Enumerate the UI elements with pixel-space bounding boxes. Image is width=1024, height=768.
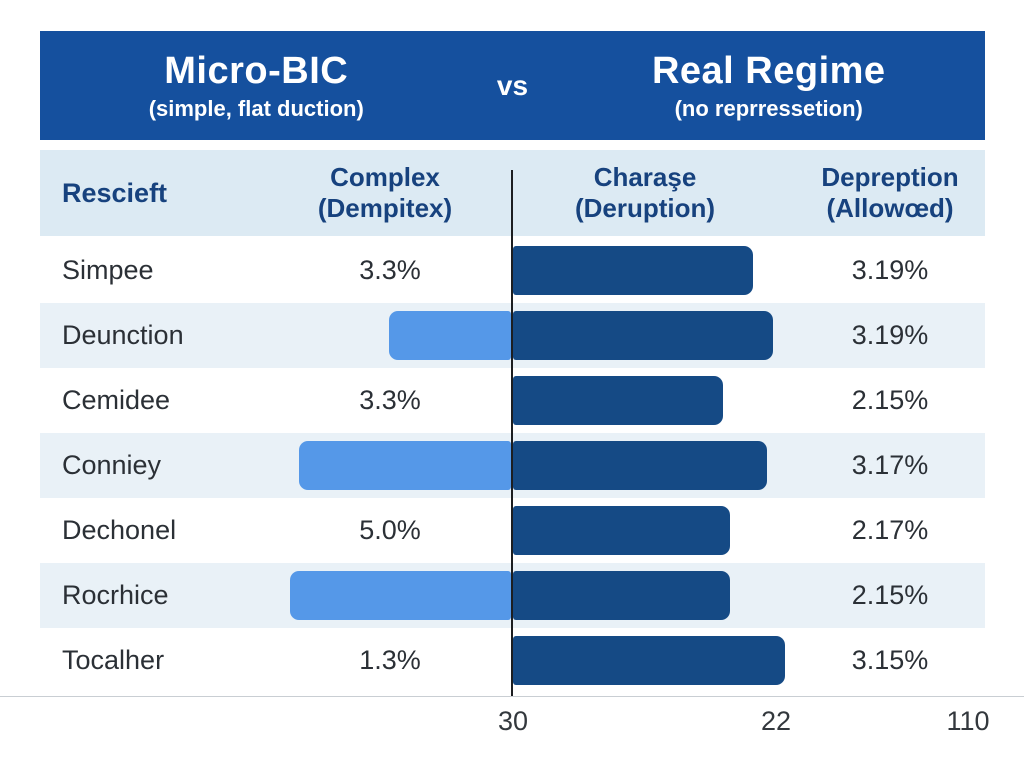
mid-percentage: 3.3% [359,255,421,285]
left-bar [299,441,511,490]
right-bar [513,441,767,490]
vertical-axis-line [511,170,513,696]
right-bar [513,571,730,620]
column-charge: Charaşe (Deruption) [535,162,755,224]
left-bar [389,311,511,360]
table-row: Cemidee 3.3% 2.15% [40,368,985,433]
column-complex-line1: Complex [330,162,440,192]
right-bar [513,506,730,555]
right-bar [513,246,753,295]
left-title: Micro-BIC [164,49,349,92]
axis-tick-110: 110 [946,706,990,736]
header-band: Micro-BIC (simple, flat duction) vs Real… [40,31,985,140]
mid-percentage: 1.3% [359,645,421,675]
column-complex-line2: (Dempitex) [317,193,453,223]
row-label: Dechonel [62,515,177,545]
axis-tick-30: 30 [497,706,529,736]
right-percentage: 2.17% [851,515,929,545]
column-depreciation-line1: Depreption [821,162,959,192]
right-bar [513,311,773,360]
axis-tick-22: 22 [760,706,792,736]
right-percentage: 3.17% [851,450,929,480]
column-charge-line1: Charaşe [593,162,697,192]
right-subtitle: (no reprressetion) [674,96,863,122]
right-percentage: 2.15% [851,385,929,415]
header-right: Real Regime (no reprressetion) [553,50,986,122]
row-label: Cemidee [62,385,171,415]
column-depreciation: Depreption (Allowœd) [780,162,1000,224]
right-bar [513,636,785,685]
row-label: Tocalher [62,645,165,675]
vs-label: vs [496,69,529,101]
table-row: Simpee 3.3% 3.19% [40,238,985,303]
column-charge-line2: (Deruption) [574,193,716,223]
right-percentage: 3.15% [851,645,929,675]
right-percentage: 2.15% [851,580,929,610]
column-complex: Complex (Dempitex) [275,162,495,224]
right-percentage: 3.19% [851,320,929,350]
right-title: Real Regime [651,49,886,92]
table-row: Dechonel 5.0% 2.17% [40,498,985,563]
header-left: Micro-BIC (simple, flat duction) [40,50,473,122]
left-bar [290,571,511,620]
mid-percentage: 5.0% [359,515,421,545]
row-label: Simpee [62,255,154,285]
row-label: Deunction [62,320,184,350]
right-bar [513,376,723,425]
baseline [0,696,1024,697]
column-header-band: Rescieft Complex (Dempitex) Charaşe (Der… [40,150,985,236]
column-receipt: Rescieft [62,177,168,208]
mid-percentage: 3.3% [359,385,421,415]
row-label: Conniey [62,450,162,480]
row-label: Rocrhice [62,580,169,610]
right-percentage: 3.19% [851,255,929,285]
left-subtitle: (simple, flat duction) [148,96,364,122]
table-row: Tocalher 1.3% 3.15% [40,628,985,693]
column-depreciation-line2: (Allowœd) [826,193,954,223]
